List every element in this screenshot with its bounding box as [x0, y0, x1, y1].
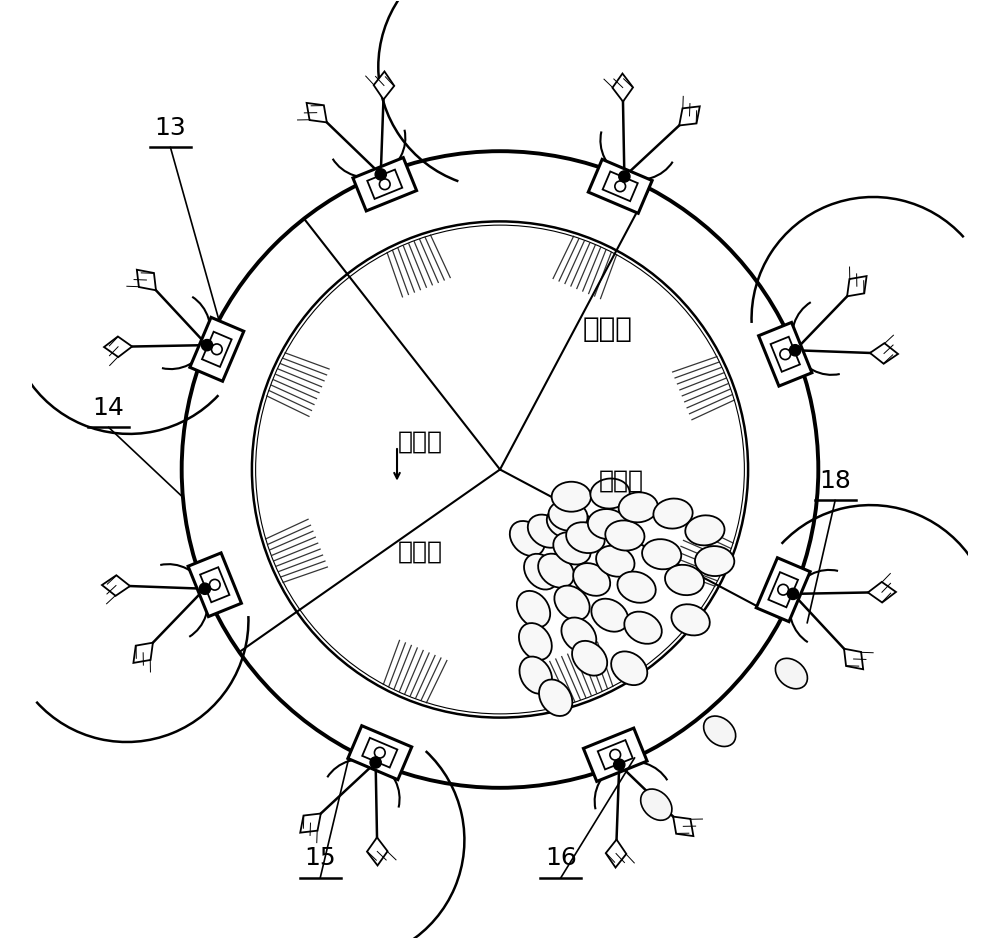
Polygon shape	[868, 582, 896, 603]
Ellipse shape	[573, 563, 610, 596]
Ellipse shape	[596, 546, 635, 577]
Polygon shape	[353, 158, 417, 211]
Ellipse shape	[510, 521, 545, 556]
Polygon shape	[768, 572, 798, 608]
Ellipse shape	[547, 507, 585, 539]
Polygon shape	[104, 336, 132, 357]
Polygon shape	[588, 160, 652, 213]
Circle shape	[199, 583, 210, 594]
Ellipse shape	[590, 479, 630, 509]
Circle shape	[787, 588, 799, 599]
Polygon shape	[362, 738, 397, 767]
Circle shape	[790, 345, 801, 356]
Polygon shape	[603, 172, 638, 201]
Polygon shape	[133, 642, 153, 663]
Polygon shape	[844, 649, 863, 670]
Ellipse shape	[642, 539, 681, 569]
Ellipse shape	[572, 640, 607, 676]
Polygon shape	[847, 276, 867, 297]
Polygon shape	[190, 317, 244, 381]
Text: 15: 15	[304, 846, 336, 870]
Circle shape	[619, 171, 630, 182]
Ellipse shape	[641, 789, 672, 821]
Polygon shape	[756, 558, 810, 622]
Ellipse shape	[605, 520, 644, 550]
Polygon shape	[200, 567, 229, 602]
Polygon shape	[583, 728, 647, 781]
Ellipse shape	[517, 591, 550, 627]
Ellipse shape	[704, 716, 736, 747]
Polygon shape	[367, 170, 402, 199]
Text: 13: 13	[155, 115, 186, 140]
Polygon shape	[102, 576, 130, 596]
Ellipse shape	[554, 586, 590, 621]
Text: 16: 16	[545, 846, 577, 870]
Ellipse shape	[611, 652, 647, 685]
Ellipse shape	[566, 522, 605, 553]
Text: 取种区: 取种区	[599, 469, 644, 493]
Ellipse shape	[524, 554, 558, 590]
Ellipse shape	[519, 623, 552, 660]
Polygon shape	[679, 106, 700, 126]
Ellipse shape	[553, 532, 591, 564]
Ellipse shape	[552, 482, 591, 512]
Ellipse shape	[528, 515, 564, 547]
Polygon shape	[367, 838, 388, 866]
Ellipse shape	[775, 658, 807, 689]
Polygon shape	[202, 331, 232, 367]
Ellipse shape	[561, 618, 596, 653]
Circle shape	[375, 169, 386, 180]
Polygon shape	[598, 740, 633, 769]
Ellipse shape	[695, 546, 734, 576]
Polygon shape	[759, 322, 812, 386]
Polygon shape	[374, 71, 394, 100]
Polygon shape	[673, 817, 693, 836]
Text: 刷种区: 刷种区	[583, 316, 633, 343]
Polygon shape	[348, 726, 412, 779]
Ellipse shape	[519, 656, 552, 694]
Ellipse shape	[671, 605, 710, 636]
Polygon shape	[137, 269, 156, 290]
Ellipse shape	[653, 499, 693, 529]
Ellipse shape	[539, 680, 572, 716]
Text: 下种区: 下种区	[398, 540, 443, 564]
Polygon shape	[300, 813, 321, 833]
Circle shape	[614, 759, 625, 770]
Text: 18: 18	[819, 469, 851, 493]
Polygon shape	[612, 73, 633, 101]
Ellipse shape	[665, 564, 704, 595]
Ellipse shape	[624, 611, 662, 644]
Ellipse shape	[619, 492, 658, 522]
Circle shape	[370, 757, 381, 768]
Polygon shape	[870, 343, 898, 363]
Polygon shape	[771, 337, 800, 372]
Circle shape	[201, 340, 213, 351]
Polygon shape	[307, 103, 327, 122]
Ellipse shape	[617, 572, 656, 603]
Polygon shape	[606, 839, 626, 868]
Text: 14: 14	[93, 396, 125, 420]
Text: 护种区: 护种区	[398, 429, 443, 454]
Ellipse shape	[588, 509, 627, 539]
Polygon shape	[188, 553, 241, 617]
Ellipse shape	[591, 599, 628, 632]
Ellipse shape	[538, 554, 574, 588]
Ellipse shape	[685, 516, 725, 546]
Ellipse shape	[549, 500, 588, 531]
